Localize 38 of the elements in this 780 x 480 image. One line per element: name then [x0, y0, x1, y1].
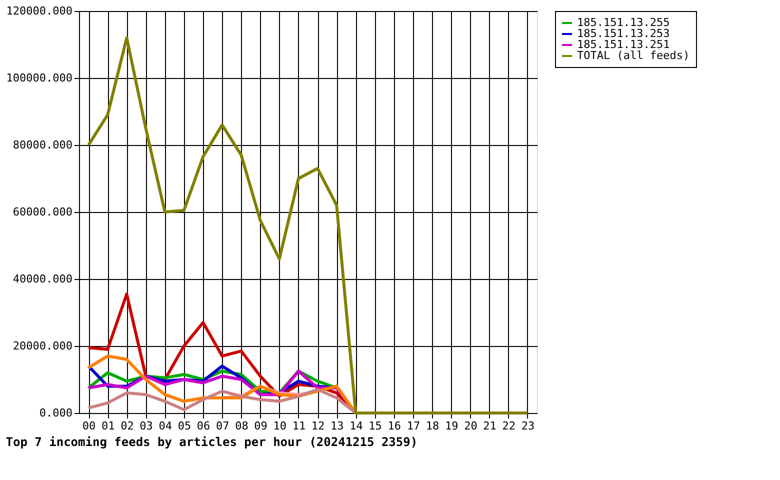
y-tick-label: 80000.000: [12, 138, 72, 152]
line-series: [87, 36, 529, 414]
x-tick-label: 08: [235, 420, 248, 432]
y-tick-label: 0.000: [39, 406, 72, 420]
x-tick-label: 09: [254, 420, 268, 432]
x-tick-label: 01: [102, 420, 115, 432]
x-tick-label: 14: [350, 420, 364, 432]
x-tick-label: 23: [521, 420, 535, 432]
x-tick-label: 05: [178, 420, 192, 432]
x-tick-label: 21: [483, 420, 496, 432]
text: Top 7 incoming feeds by articles per hour (20241215 2359): [6, 435, 418, 449]
x-tick-label: 19: [445, 420, 458, 432]
legend-label: 185.151.13.255: [577, 16, 670, 29]
line-series: [87, 388, 358, 414]
y-tick-label: 120000.000: [6, 4, 72, 18]
x-tick-label: 15: [368, 420, 382, 432]
x-tick-label: 04: [158, 420, 172, 432]
x-tick-label: 20: [464, 420, 478, 432]
legend-label: TOTAL (all feeds): [577, 49, 690, 62]
legend-label: 185.151.13.253: [577, 27, 670, 40]
legend-label: 185.151.13.251: [577, 38, 670, 51]
y-tick-label: 20000.000: [12, 340, 72, 352]
x-tick-label: 17: [406, 420, 420, 432]
x-tick-label: 02: [120, 420, 134, 432]
x-tick-label: 10: [273, 420, 286, 432]
x-tick-label: 06: [196, 420, 210, 432]
y-tick-label: 40000.000: [12, 272, 72, 286]
x-tick-label: 07: [216, 420, 230, 432]
y-tick-label: 60000.000: [12, 206, 72, 218]
x-tick-label: 00: [82, 420, 96, 432]
x-tick-label: 18: [426, 420, 440, 432]
x-tick-label: 03: [140, 420, 153, 432]
x-tick-label: 12: [311, 420, 325, 432]
x-tick-label: 22: [502, 420, 516, 432]
y-tick-label: 100000.000: [6, 72, 72, 84]
x-tick-label: 16: [388, 420, 401, 432]
x-tick-label: 11: [292, 420, 306, 432]
x-tick-label: 13: [330, 420, 344, 432]
